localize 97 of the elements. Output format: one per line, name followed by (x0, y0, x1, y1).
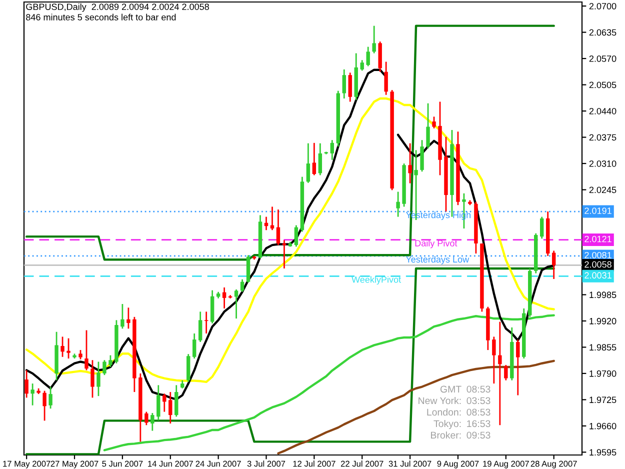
candlestick (42, 390, 46, 422)
candlestick (204, 310, 208, 334)
candlestick (162, 392, 166, 412)
candlestick (120, 303, 124, 330)
y-tick-label: 2.0635 (589, 29, 616, 36)
y-tick-label: 2.0700 (589, 3, 616, 10)
annotation: Tokyo: (434, 420, 461, 430)
annotation: New York: (418, 396, 461, 404)
candlestick (504, 364, 508, 381)
x-tick-label: 12 Jul 2007 (293, 460, 336, 467)
candlestick (360, 59, 364, 72)
x-tick-label: 19 Aug 2007 (483, 460, 529, 468)
candlestick (126, 306, 130, 330)
y-tick-label: 2.0245 (589, 186, 616, 194)
annotation: 03:53 (466, 397, 490, 404)
text: 2.0121 (584, 236, 612, 242)
candlestick (192, 332, 196, 360)
candlestick (66, 338, 70, 360)
candlestick (174, 384, 178, 418)
candlestick (516, 338, 520, 396)
y-tick-label: 2.0570 (589, 55, 616, 62)
candlestick (276, 208, 280, 246)
candlestick (96, 361, 100, 397)
x-tick-label: 27 May 2007 (50, 460, 98, 468)
candlestick (384, 61, 388, 96)
candlestick (498, 321, 502, 426)
y-tick-label: 2.0375 (589, 134, 616, 141)
annotation: London: (427, 408, 461, 416)
text: 2.0081 (584, 252, 612, 258)
candlestick (102, 359, 106, 376)
line-series (25, 267, 555, 455)
y-tick-label: 1.9595 (590, 449, 616, 456)
candlestick (318, 142, 322, 176)
chart-title: GBPUSD,Daily 2.0089 2.0094 2.0024 2.0058 (26, 3, 209, 12)
x-tick-label: 14 Jun 2007 (148, 460, 193, 467)
candlestick (540, 216, 544, 240)
x-tick-label: 17 May 2007 (3, 460, 50, 468)
text: 2.0031 (584, 272, 612, 279)
candlestick (396, 191, 400, 218)
candlestick (312, 142, 316, 176)
x-tick-label: 5 Jun 2007 (102, 460, 143, 467)
candlestick (60, 336, 64, 358)
y-tick-label: 2.0310 (589, 160, 616, 167)
candlestick (330, 139, 334, 161)
line-series (277, 360, 555, 454)
annotation: 08:53 (466, 408, 490, 416)
candlestick (78, 349, 82, 360)
x-tick-label: 28 Aug 2007 (530, 460, 577, 468)
annotation: GMT (440, 386, 462, 393)
candlestick (366, 46, 370, 67)
candlestick (294, 224, 298, 248)
text: 846 minutes 5 seconds left to bar end (26, 14, 176, 20)
candlestick (84, 330, 88, 371)
y-tick-label: 2.0505 (589, 82, 616, 88)
x-tick-label: 31 Jul 2007 (388, 460, 432, 467)
candlestick (306, 142, 310, 184)
y-tick-label: 1.9660 (590, 422, 616, 430)
candlestick (492, 336, 496, 384)
candlestick (90, 359, 94, 398)
x-tick-label: 24 Jun 2007 (196, 460, 241, 467)
text: 2.0191 (584, 208, 612, 214)
candlestick (234, 288, 238, 320)
candlestick (198, 310, 202, 343)
candlestick (150, 412, 154, 432)
candlestick (432, 116, 436, 130)
y-tick-label: 1.9920 (590, 318, 616, 324)
candlestick (420, 139, 424, 172)
x-tick-label: 22 Jul 2007 (340, 460, 384, 467)
candlestick (342, 68, 346, 100)
x-tick-label: 9 Aug 2007 (437, 460, 479, 468)
annotation: Broker: (431, 431, 461, 439)
candlestick (372, 25, 376, 54)
ref-line-label: WeeklyPivot (352, 276, 401, 285)
candlestick (552, 250, 556, 280)
candlestick (168, 391, 172, 424)
candlestick (24, 370, 28, 398)
candlestick (222, 286, 226, 310)
candlestick (348, 72, 352, 102)
ref-line-label: Yesterdays Low (406, 256, 470, 264)
y-tick-label: 1.9985 (590, 292, 616, 298)
y-tick-label: 2.0440 (589, 108, 616, 114)
candlestick (144, 411, 148, 426)
candlestick (426, 102, 430, 150)
y-tick-label: 1.9855 (590, 344, 616, 351)
candlestick (408, 142, 412, 184)
y-tick-label: 1.9725 (590, 396, 616, 404)
annotation: 09:53 (466, 432, 490, 439)
text: 2.0058 (584, 261, 612, 268)
candlestick (240, 278, 244, 293)
x-tick-label: 3 Jul 2007 (247, 460, 286, 467)
candlestick (156, 384, 160, 421)
annotation: 16:53 (467, 420, 490, 428)
candlestick (30, 382, 34, 406)
y-tick-label: 1.9790 (590, 370, 616, 377)
annotation: 08:53 (466, 386, 490, 393)
candlestick (48, 386, 52, 410)
candlestick (108, 354, 112, 368)
